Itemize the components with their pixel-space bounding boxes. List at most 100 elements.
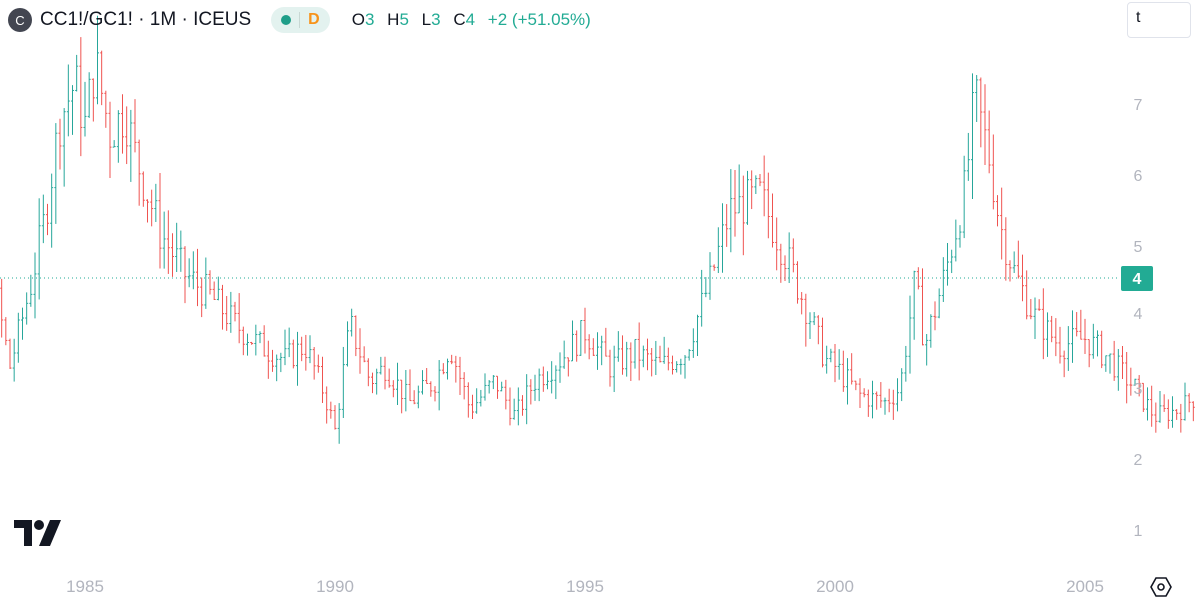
ohlc-bar [966,132,970,181]
ohlc-bar [379,356,383,375]
market-status-pill[interactable]: D [271,7,330,33]
ohlc-bar [691,328,695,358]
y-tick-label: 1 [1134,523,1143,540]
ohlc-high-key: H [387,10,400,29]
y-tick-label: 6 [1134,168,1143,185]
ohlc-bar [1008,260,1012,282]
ohlc-bar [862,388,866,398]
ohlc-bar [875,391,879,410]
ohlc-bar [637,322,641,381]
ohlc-bar [612,345,616,393]
ohlc-bar [1179,403,1183,433]
ohlc-bar [721,203,724,273]
ohlc-bar [1175,409,1179,420]
ohlc-bar [516,387,520,426]
ohlc-bar [171,233,174,277]
ohlc-bar [696,314,699,356]
ohlc-bar [512,398,516,420]
x-tick-label: 2000 [816,577,854,596]
ohlc-bar [675,361,679,373]
pill-divider [299,12,301,28]
ohlc-bar [1075,312,1079,337]
ohlc-bar [946,243,949,286]
ohlc-bar [416,385,420,409]
ohlc-bar [1037,299,1041,311]
ohlc-bar [221,284,224,330]
ohlc-bar [50,173,54,248]
y-tick-label: 5 [1134,239,1143,256]
ohlc-bar [633,338,637,369]
tradingview-logo-icon[interactable] [14,520,62,546]
ohlc-bar [766,172,770,239]
ohlc-bar [575,330,579,362]
ohlc-bar [558,352,562,383]
time-axis: 198519901995200020052010201520202025 [66,577,1104,596]
ohlc-bar [754,175,758,195]
symbol-icon[interactable]: C [8,8,32,32]
ohlc-bar [41,194,45,244]
ohlc-bar [391,380,395,398]
ohlc-bar [291,339,295,369]
ohlc-bar [387,368,391,388]
ohlc-bar [712,264,716,271]
ohlc-bar [1016,240,1020,279]
ohlc-bar [912,270,916,340]
ohlc-bar [704,277,708,298]
settings-hexagon-icon[interactable] [1150,576,1172,598]
ohlc-bar [829,348,833,363]
ohlc-low-key: L [421,10,432,29]
ohlc-bar [62,108,66,187]
ohlc-bar [850,353,854,385]
ohlc-bar [879,382,883,408]
price-change: +2 (+51.05%) [487,10,591,29]
ohlc-bar [75,54,79,92]
ohlc-bar [471,394,474,420]
ohlc-bar [983,84,987,166]
ohlc-bar [341,346,345,418]
ohlc-bar [154,183,158,222]
ohlc-bar [266,340,270,379]
ohlc-bar [741,175,745,256]
ohlc-bar [662,336,666,364]
ohlc-bar [258,331,262,344]
symbol-search-input[interactable]: t [1127,2,1191,38]
ohlc-bar [1154,402,1158,433]
ohlc-bar [108,101,112,179]
ohlc-bar [550,361,554,394]
ohlc-bar [1050,315,1054,343]
ohlc-bar [54,123,58,224]
ohlc-bar [1025,270,1029,320]
ohlc-bar [362,346,366,363]
ohlc-bar [100,50,104,106]
ohlc-bar [225,296,229,331]
ohlc-bar [671,355,674,375]
ohlc-bar [1112,340,1116,381]
ohlc-bar [166,210,170,274]
ohlc-bar [1054,318,1058,357]
ohlc-bar [841,350,845,392]
ohlc-bar [396,362,399,405]
ohlc-bar [46,203,49,236]
ohlc-bar [816,315,820,345]
ohlc-bar [129,109,133,182]
ohlc-bar [1104,355,1108,372]
ohlc-close-value: 4 [465,10,476,29]
ohlc-bar [508,387,512,426]
ohlc-bar [1171,396,1174,428]
ohlc-bar [179,230,183,272]
ohlc-bar [271,349,274,372]
ohlc-bar [316,354,320,373]
ohlc-bar [441,363,445,375]
ohlc-bar [412,390,416,405]
symbol-title[interactable]: CC1!/GC1! · 1M · ICEUS [40,9,252,30]
ohlc-bar [1121,345,1124,379]
ohlc-bar [504,379,508,410]
ohlc-bar [87,72,91,118]
ohlc-bar [521,395,524,416]
ohlc-bar [250,341,254,345]
ohlc-bar [846,358,849,405]
ohlc-bar [1087,339,1091,368]
ohlc-bar [1058,326,1062,364]
ohlc-bar [1012,251,1016,273]
